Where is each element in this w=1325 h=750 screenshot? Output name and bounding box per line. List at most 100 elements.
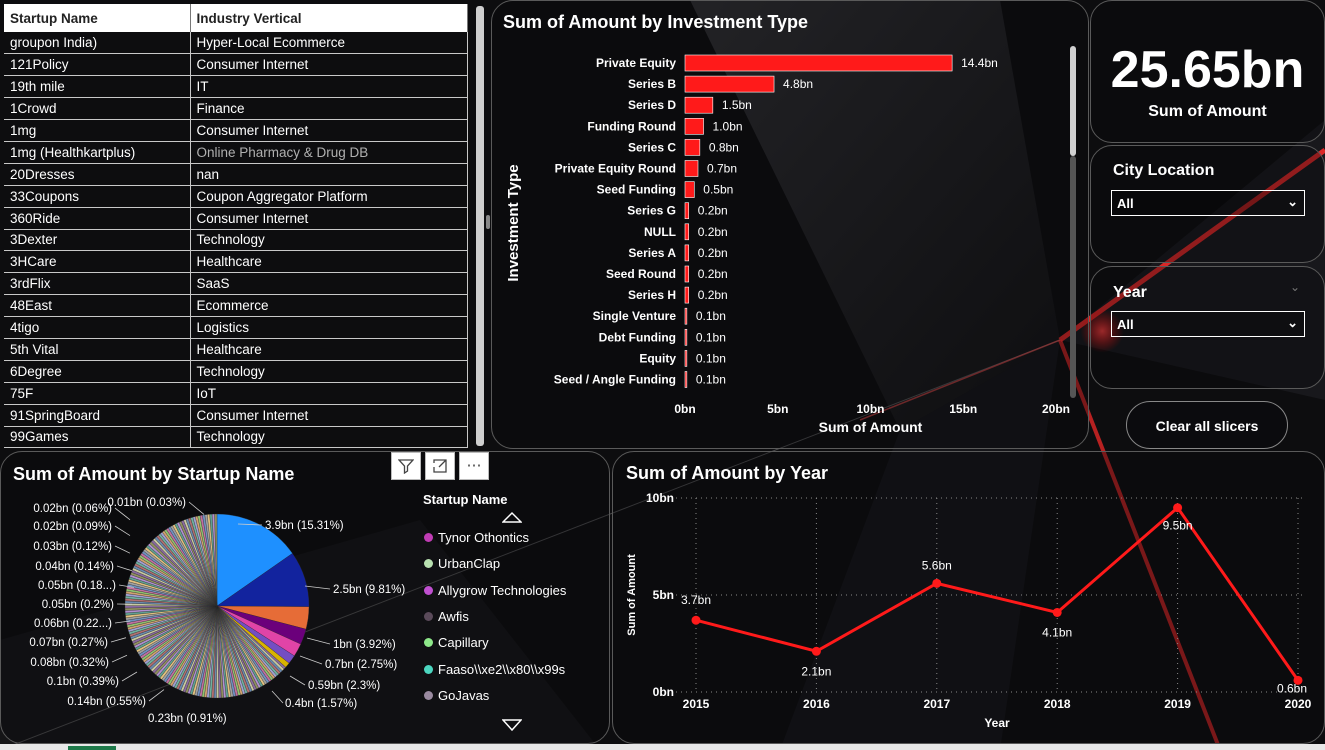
bar	[684, 223, 690, 241]
cell-startup-name: 360Ride	[4, 207, 191, 230]
cell-industry-vertical: Logistics	[190, 316, 468, 339]
pie-data-label: 0.07bn (0.27%)	[29, 637, 108, 649]
table-row[interactable]: 1mg Consumer Internet	[4, 119, 468, 142]
legend-item[interactable]: UrbanClap	[424, 556, 500, 571]
cell-industry-vertical: Coupon Aggregator Platform	[190, 185, 468, 208]
cell-industry-vertical: Technology	[190, 229, 468, 252]
bar-category-label: Series B	[628, 77, 676, 91]
bar-category-label: Debt Funding	[599, 330, 676, 344]
bar-chart-scrollbar[interactable]	[1070, 46, 1076, 156]
table-row[interactable]: 33Coupons Coupon Aggregator Platform	[4, 185, 468, 208]
cell-startup-name: 99Games	[4, 426, 191, 448]
startup-table: Startup Name Industry Vertical groupon I…	[4, 4, 468, 448]
pie-leader-line	[304, 585, 331, 590]
x-tick-label: 0bn	[674, 402, 695, 416]
table-row[interactable]: 3HCare Healthcare	[4, 250, 468, 274]
legend-item[interactable]: Allygrow Technologies	[424, 583, 566, 598]
x-tick-label: 2020	[1285, 697, 1312, 711]
line-data-label: 4.1bn	[1042, 625, 1072, 639]
cell-industry-vertical: Healthcare	[190, 338, 468, 361]
filter-icon[interactable]	[391, 452, 421, 480]
year-slicer-title: Year	[1113, 284, 1147, 301]
line-data-label: 5.6bn	[922, 558, 952, 572]
bar-data-label: 1.0bn	[713, 119, 743, 133]
city-dropdown[interactable]: All ⌄	[1111, 190, 1305, 216]
legend-item[interactable]: Capillary	[424, 635, 489, 650]
pie-data-label: 0.7bn (2.75%)	[325, 659, 397, 671]
bar-category-label: Series A	[628, 246, 676, 260]
table-row[interactable]: 360Ride Consumer Internet	[4, 207, 468, 230]
table-row[interactable]: 48East Ecommerce	[4, 294, 468, 318]
table-row[interactable]: 3rdFlix SaaS	[4, 272, 468, 296]
bar	[684, 202, 690, 219]
table-row[interactable]: 20Dresses nan	[4, 163, 468, 186]
bar-category-label: Equity	[639, 351, 676, 365]
bar-data-label: 0.8bn	[709, 140, 739, 154]
year-dropdown[interactable]: All ⌄	[1111, 311, 1305, 337]
cell-industry-vertical: SaaS	[190, 272, 468, 296]
table-row[interactable]: 75F IoT	[4, 382, 468, 405]
legend-scroll-up-icon[interactable]	[501, 510, 523, 528]
table-row[interactable]: groupon India) Hyper-Local Ecommerce	[4, 32, 468, 55]
bar	[684, 328, 688, 346]
more-options-icon[interactable]: ⋯	[459, 452, 489, 480]
pie-slice	[216, 513, 293, 607]
bar	[684, 160, 699, 177]
pie-data-label: 0.02bn (0.09%)	[33, 521, 112, 533]
bar-category-label: Series H	[628, 288, 676, 302]
legend-item[interactable]: Tynor Othontics	[424, 530, 529, 545]
table-row[interactable]: 19th mile IT	[4, 75, 468, 99]
column-header-industry-vertical[interactable]: Industry Vertical	[190, 4, 468, 32]
focus-mode-icon[interactable]	[425, 452, 455, 480]
x-tick-label: 15bn	[949, 402, 977, 416]
pie-leader-line	[118, 584, 135, 588]
table-row[interactable]: 1mg (Healthkartplus) Online Pharmacy & Dr…	[4, 141, 468, 164]
pie-data-label: 0.02bn (0.06%)	[33, 503, 112, 515]
active-page-tab[interactable]	[68, 746, 116, 750]
chevron-down-icon: ⌄	[1287, 194, 1298, 209]
legend-label: Awfis	[438, 608, 469, 624]
bar-chart-scroll-track	[1070, 156, 1076, 398]
pie-leader-line	[114, 620, 131, 624]
pie-leader-line	[110, 637, 127, 643]
pie-data-label: 0.05bn (0.2%)	[42, 599, 114, 611]
legend-item[interactable]: Awfis	[424, 609, 469, 624]
table-scrollbar[interactable]	[476, 6, 484, 446]
column-header-startup-name[interactable]: Startup Name	[4, 4, 191, 32]
table-row[interactable]: 6Degree Technology	[4, 360, 468, 383]
cell-industry-vertical: Hyper-Local Ecommerce	[190, 32, 468, 55]
line-point	[1173, 503, 1183, 513]
clear-all-slicers-button[interactable]: Clear all slicers	[1126, 401, 1288, 449]
table-row[interactable]: 5th Vital Healthcare	[4, 338, 468, 361]
line-series	[695, 505, 1300, 682]
legend-item[interactable]: GoJavas	[424, 688, 489, 703]
table-header-row: Startup Name Industry Vertical	[4, 4, 468, 32]
year-line-chart: 0bn 5bn 10bn 3.7bn 2015 2.1bn 2016 5.6bn 2017 4.1…	[626, 491, 1312, 730]
legend-item[interactable]: Faaso\\xe2\\x80\\x99s	[424, 662, 565, 677]
line-point	[691, 615, 701, 625]
x-tick-label: 2015	[683, 697, 710, 711]
bar	[684, 181, 695, 198]
bar-category-label: NULL	[644, 225, 676, 239]
kpi-label: Sum of Amount	[1148, 103, 1267, 120]
cell-startup-name: 19th mile	[4, 75, 191, 99]
investment-chart-title: Sum of Amount by Investment Type	[503, 12, 809, 32]
chevron-down-icon[interactable]: ⌄	[1290, 280, 1301, 294]
table-row[interactable]: 99Games Technology	[4, 426, 468, 448]
bar-category-label: Private Equity Round	[555, 162, 676, 176]
table-row[interactable]: 121Policy Consumer Internet	[4, 53, 468, 77]
bar-data-label: 1.5bn	[722, 98, 752, 112]
pie-leader-line	[121, 671, 138, 682]
table-row[interactable]: 3Dexter Technology	[4, 229, 468, 252]
table-row[interactable]: 4tigo Logistics	[4, 316, 468, 339]
legend-scroll-down-icon[interactable]	[501, 718, 523, 737]
resize-handle[interactable]	[486, 215, 490, 229]
table-row[interactable]: 91SpringBoard Consumer Internet	[4, 404, 468, 427]
cell-industry-vertical: Finance	[190, 97, 468, 121]
bar-category-label: Private Equity	[596, 56, 676, 70]
y-tick-label: 0bn	[653, 685, 674, 699]
pie-leader-line	[289, 675, 306, 686]
cell-industry-vertical: Consumer Internet	[190, 404, 468, 427]
x-tick-label: 5bn	[767, 402, 788, 416]
table-row[interactable]: 1Crowd Finance	[4, 97, 468, 121]
